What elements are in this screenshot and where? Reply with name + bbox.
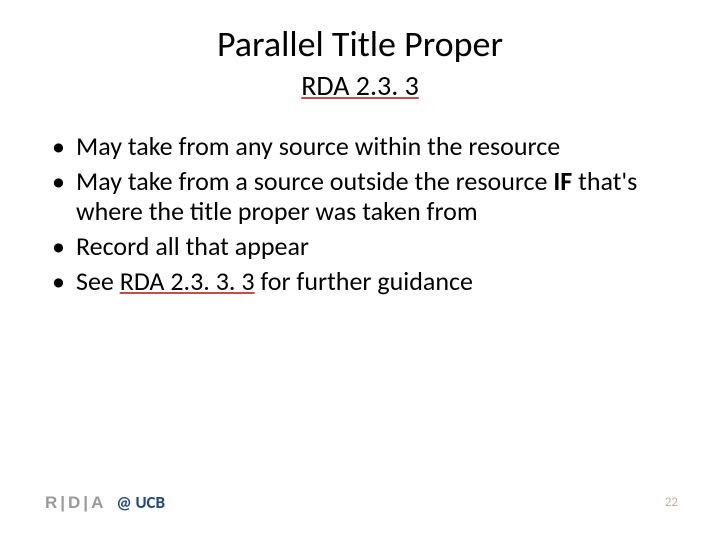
bullet-text: May take from a source outside the resou… — [76, 165, 553, 197]
bullet-list: May take from any source within the reso… — [48, 131, 672, 296]
bullet-text: for further guidance — [255, 265, 473, 297]
page-number: 22 — [665, 495, 678, 510]
rda-reference-link[interactable]: RDA 2.3. 3. 3 — [120, 265, 255, 297]
bullet-text: See — [76, 265, 120, 297]
list-item: Record all that appear — [48, 231, 672, 262]
list-item: See RDA 2.3. 3. 3 for further guidance — [48, 266, 672, 297]
slide-subtitle-link[interactable]: RDA 2.3. 3 — [48, 68, 672, 103]
slide: Parallel Title Proper RDA 2.3. 3 May tak… — [0, 0, 720, 540]
footer: R|D|A @ UCB — [45, 492, 165, 513]
list-item: May take from a source outside the resou… — [48, 166, 672, 227]
list-item: May take from any source within the reso… — [48, 131, 672, 162]
emphasis-if: IF — [553, 165, 572, 197]
ucb-label: @ UCB — [116, 492, 165, 513]
rda-logo: R|D|A — [45, 493, 106, 513]
slide-title: Parallel Title Proper — [48, 22, 672, 66]
